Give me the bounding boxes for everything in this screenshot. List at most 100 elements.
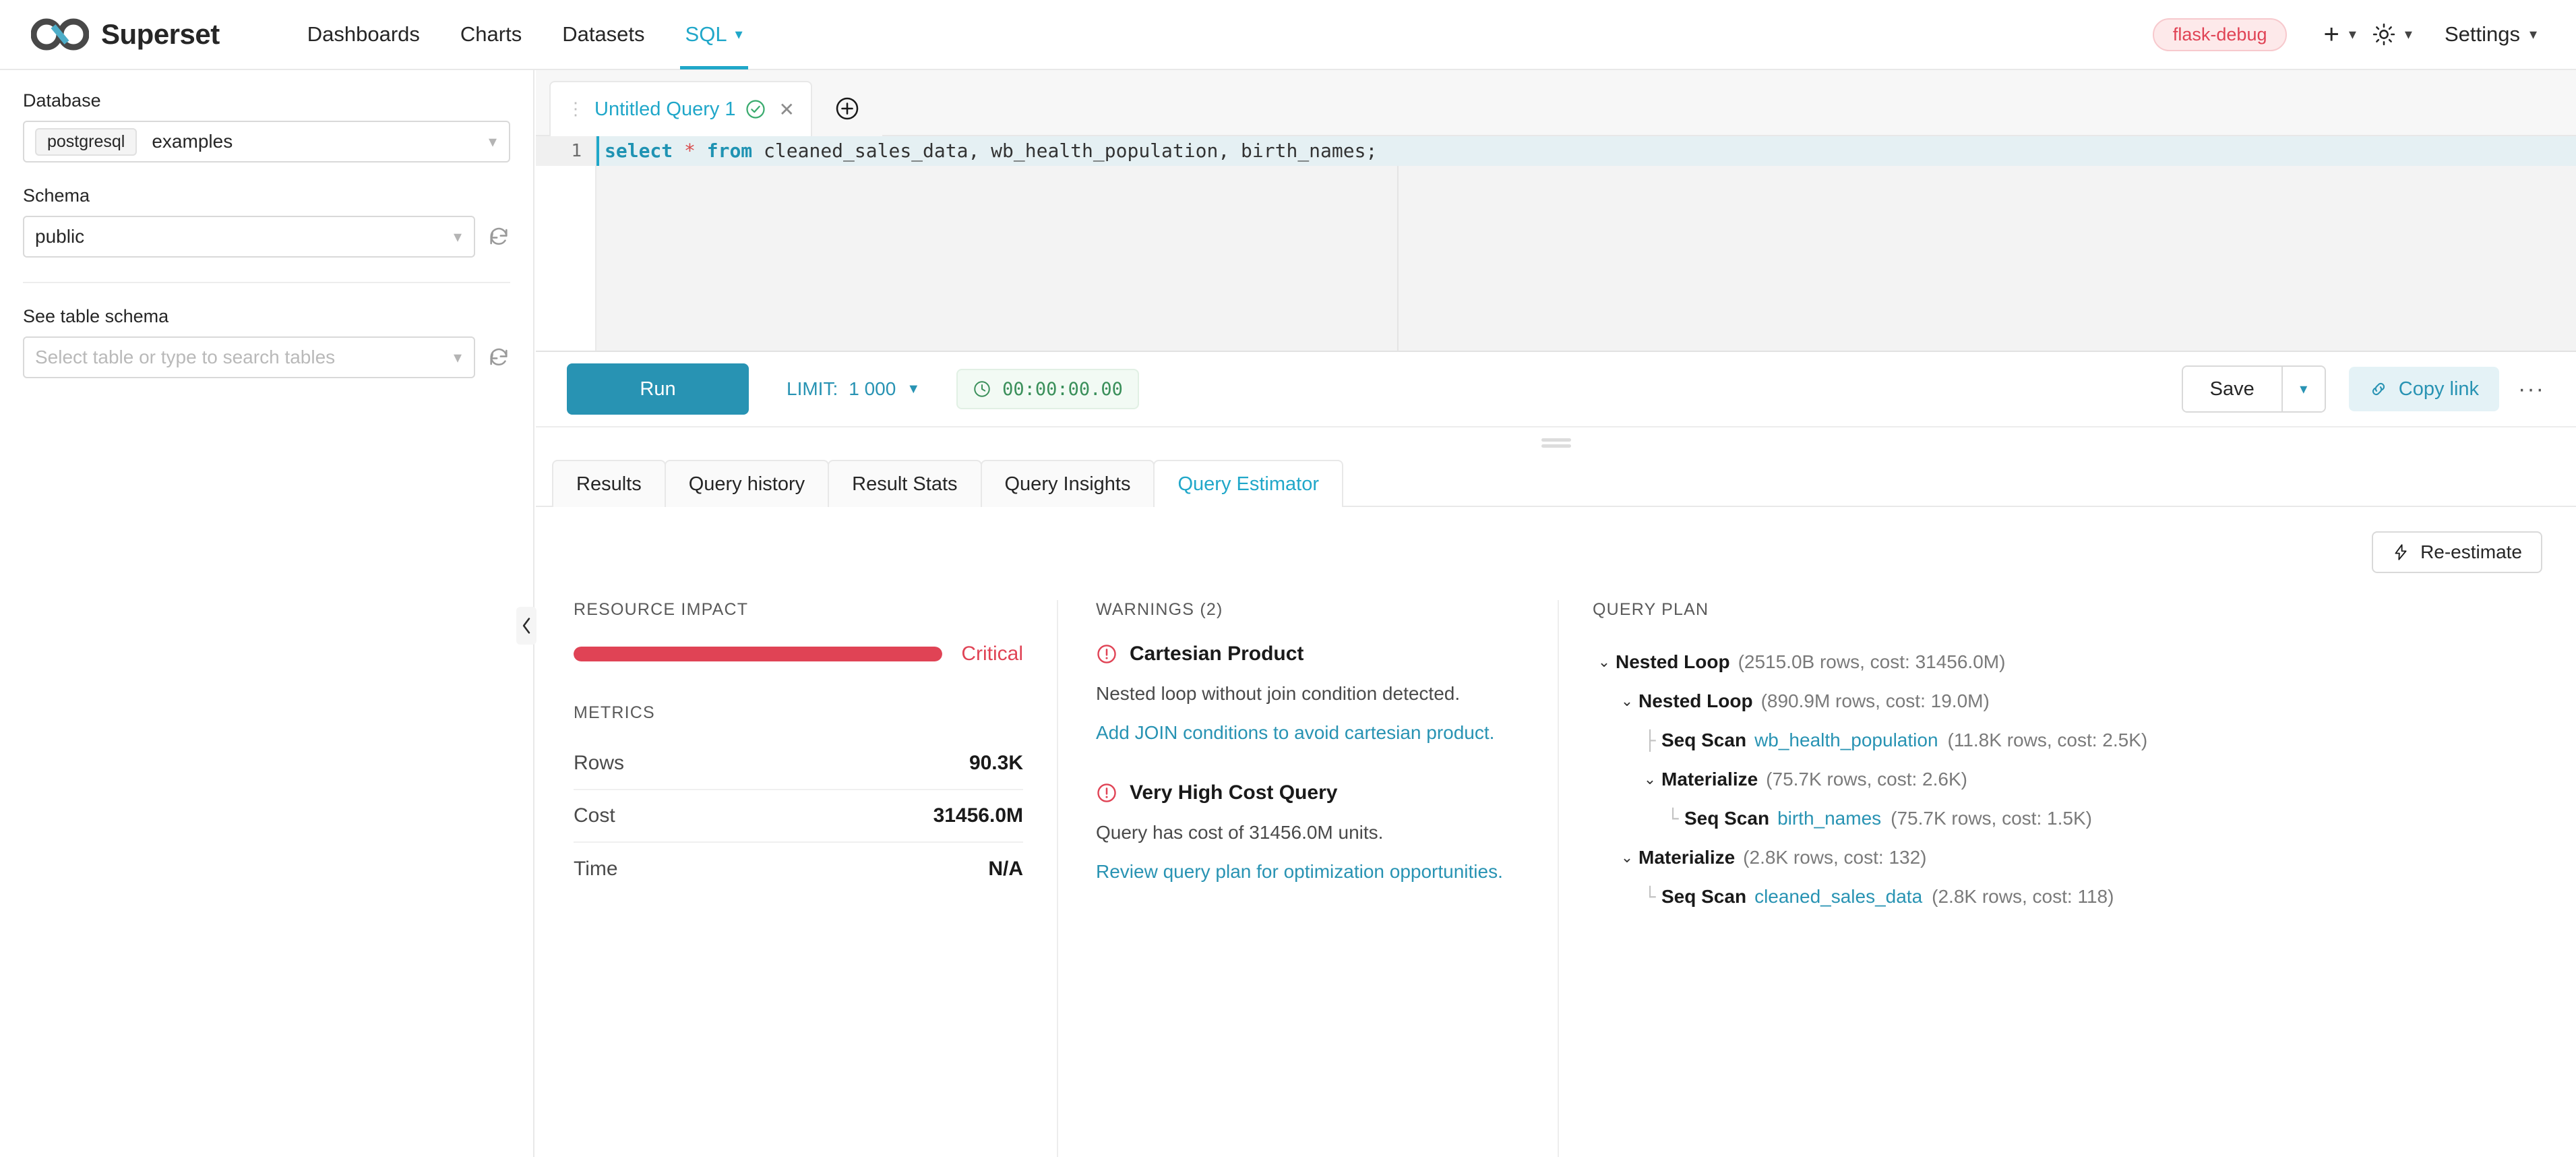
superset-logo-icon bbox=[31, 18, 89, 51]
schema-label: Schema bbox=[23, 185, 90, 206]
database-select[interactable]: postgresql examples ▾ bbox=[23, 121, 510, 162]
theme-toggle-button[interactable]: ▾ bbox=[2364, 23, 2420, 46]
chevron-left-icon bbox=[522, 618, 530, 634]
chevron-down-icon[interactable]: ⌄ bbox=[1597, 653, 1611, 670]
more-options-button[interactable]: ··· bbox=[2518, 376, 2545, 402]
warning-header: Very High Cost Query bbox=[1096, 781, 1524, 804]
nav-link-dashboards[interactable]: Dashboards bbox=[287, 0, 440, 69]
query-plan-operation: Materialize bbox=[1661, 769, 1758, 790]
tab-results-label: Results bbox=[576, 473, 642, 495]
nav-link-charts[interactable]: Charts bbox=[440, 0, 542, 69]
settings-menu[interactable]: Settings ▾ bbox=[2420, 22, 2545, 47]
tree-branch-icon: ├ bbox=[1644, 729, 1656, 752]
nav-right-group: flask-debug + ▾ ▾ Settings ▾ bbox=[2152, 18, 2545, 51]
query-plan-stats: (2.8K rows, cost: 132) bbox=[1743, 847, 1927, 868]
query-plan-relation[interactable]: wb_health_population bbox=[1754, 730, 1938, 750]
query-plan-operation: Materialize bbox=[1638, 847, 1736, 868]
query-tab-untitled-query-1[interactable]: ⋮ Untitled Query 1 ✕ bbox=[549, 81, 813, 136]
table-select[interactable]: Select table or type to search tables ▾ bbox=[23, 336, 475, 378]
copy-link-label: Copy link bbox=[2398, 378, 2480, 400]
editor-code-line: select * from cleaned_sales_data, wb_hea… bbox=[605, 136, 1377, 166]
save-button-group: Save ▾ bbox=[2181, 365, 2326, 413]
warning-item-very-high-cost-query: Very High Cost Query Query has cost of 3… bbox=[1096, 781, 1524, 883]
warning-suggestion-link[interactable]: Add JOIN conditions to avoid cartesian p… bbox=[1096, 722, 1495, 743]
query-plan-panel: QUERY PLAN ⌄ Nested Loop (2515.0B rows, co… bbox=[1558, 600, 2576, 1157]
check-circle-icon bbox=[745, 100, 765, 119]
warning-item-cartesian-product: Cartesian Product Nested loop without jo… bbox=[1096, 643, 1524, 744]
query-plan-tree: ⌄ Nested Loop (2515.0B rows, cost: 31456.0… bbox=[1593, 643, 2549, 916]
flask-debug-badge: flask-debug bbox=[2152, 18, 2288, 51]
close-icon[interactable]: ✕ bbox=[778, 98, 795, 120]
save-button[interactable]: Save bbox=[2182, 367, 2281, 411]
sql-keyword-from: from bbox=[706, 140, 753, 162]
brand-name: Superset bbox=[101, 18, 220, 50]
sql-editor[interactable]: 1 select * from cleaned_sales_data, wb_h… bbox=[536, 136, 2576, 352]
query-plan-relation[interactable]: cleaned_sales_data bbox=[1754, 886, 1923, 907]
metric-name-rows: Rows bbox=[574, 752, 625, 774]
re-estimate-label: Re-estimate bbox=[2420, 541, 2522, 562]
brand-logo-group[interactable]: Superset bbox=[31, 18, 220, 51]
schema-row: public ▾ bbox=[23, 216, 510, 258]
table-select-placeholder: Select table or type to search tables bbox=[35, 347, 336, 367]
tab-query-history[interactable]: Query history bbox=[664, 460, 830, 507]
chevron-down-icon[interactable]: ⌄ bbox=[1620, 849, 1634, 866]
reestimate-row: Re-estimate bbox=[536, 507, 2576, 573]
run-button[interactable]: Run bbox=[567, 363, 749, 415]
tab-result-stats[interactable]: Result Stats bbox=[828, 460, 982, 507]
alert-circle-icon bbox=[1097, 645, 1116, 663]
result-tab-strip: Results Query history Result Stats Query… bbox=[536, 458, 2576, 507]
drag-handle-icon[interactable]: ⋮ bbox=[567, 98, 585, 119]
refresh-tables-icon[interactable] bbox=[487, 346, 510, 369]
drag-grip-icon bbox=[1541, 436, 1571, 450]
schema-select[interactable]: public ▾ bbox=[23, 216, 475, 258]
nav-link-datasets[interactable]: Datasets bbox=[542, 0, 665, 69]
new-item-button[interactable]: + ▾ bbox=[2315, 21, 2364, 48]
warning-suggestion-link[interactable]: Review query plan for optimization oppor… bbox=[1096, 861, 1503, 882]
chevron-down-icon: ▾ bbox=[735, 26, 743, 42]
copy-link-button[interactable]: Copy link bbox=[2348, 367, 2500, 411]
tab-query-estimator[interactable]: Query Estimator bbox=[1153, 460, 1343, 507]
query-plan-relation[interactable]: birth_names bbox=[1777, 808, 1882, 829]
database-select-value: examples bbox=[152, 131, 233, 152]
nav-link-charts-label: Charts bbox=[460, 22, 522, 46]
table-row: Select table or type to search tables ▾ bbox=[23, 336, 510, 378]
metric-row-cost: Cost 31456.0M bbox=[574, 790, 1023, 843]
warnings-title: WARNINGS (2) bbox=[1096, 600, 1223, 619]
chevron-down-icon[interactable]: ⌄ bbox=[1643, 771, 1657, 788]
resource-impact-title: RESOURCE IMPACT bbox=[574, 600, 749, 619]
settings-label: Settings bbox=[2444, 22, 2520, 46]
metric-row-time: Time N/A bbox=[574, 843, 1023, 895]
editor-gutter: 1 bbox=[536, 136, 596, 351]
sun-icon bbox=[2372, 23, 2395, 46]
query-plan-operation: Nested Loop bbox=[1616, 651, 1730, 672]
sidebar-divider bbox=[23, 282, 510, 283]
refresh-schema-icon[interactable] bbox=[487, 225, 510, 248]
tab-results[interactable]: Results bbox=[552, 460, 666, 507]
link-icon bbox=[2372, 382, 2385, 396]
nav-link-sql[interactable]: SQL ▾ bbox=[665, 0, 763, 69]
nav-links: Dashboards Charts Datasets SQL ▾ bbox=[287, 0, 763, 69]
alert-circle-icon bbox=[1097, 783, 1116, 802]
query-plan-stats: (2515.0B rows, cost: 31456.0M) bbox=[1738, 651, 2006, 672]
metric-value-time: N/A bbox=[988, 858, 1023, 880]
re-estimate-button[interactable]: Re-estimate bbox=[2372, 531, 2542, 573]
query-tab-title: Untitled Query 1 bbox=[594, 98, 736, 120]
add-query-tab-button[interactable] bbox=[812, 81, 883, 136]
metric-name-time: Time bbox=[574, 858, 618, 880]
sidebar-collapse-handle[interactable] bbox=[516, 607, 536, 645]
chevron-down-icon: ▾ bbox=[453, 348, 462, 367]
tab-query-insights[interactable]: Query Insights bbox=[980, 460, 1155, 507]
chevron-down-icon[interactable]: ⌄ bbox=[1620, 692, 1634, 709]
chevron-down-icon: ▾ bbox=[2404, 26, 2412, 42]
pane-resize-handle[interactable] bbox=[536, 427, 2576, 458]
lightning-bolt-icon bbox=[2395, 544, 2407, 560]
metric-row-rows: Rows 90.3K bbox=[574, 738, 1023, 790]
estimator-panels: RESOURCE IMPACT Critical METRICS Rows 90… bbox=[536, 600, 2576, 1157]
query-plan-node: ⌄ Nested Loop (890.9M rows, cost: 19.0M) bbox=[1616, 682, 2549, 721]
resource-impact-panel: RESOURCE IMPACT Critical METRICS Rows 90… bbox=[536, 600, 1057, 1157]
query-tab-strip: ⋮ Untitled Query 1 ✕ bbox=[536, 70, 2576, 136]
tab-query-insights-label: Query Insights bbox=[1004, 473, 1131, 495]
query-plan-stats: (75.7K rows, cost: 2.6K) bbox=[1766, 769, 1967, 790]
save-dropdown-button[interactable]: ▾ bbox=[2281, 367, 2325, 411]
limit-dropdown[interactable]: LIMIT: 1 000 ▼ bbox=[787, 378, 920, 400]
